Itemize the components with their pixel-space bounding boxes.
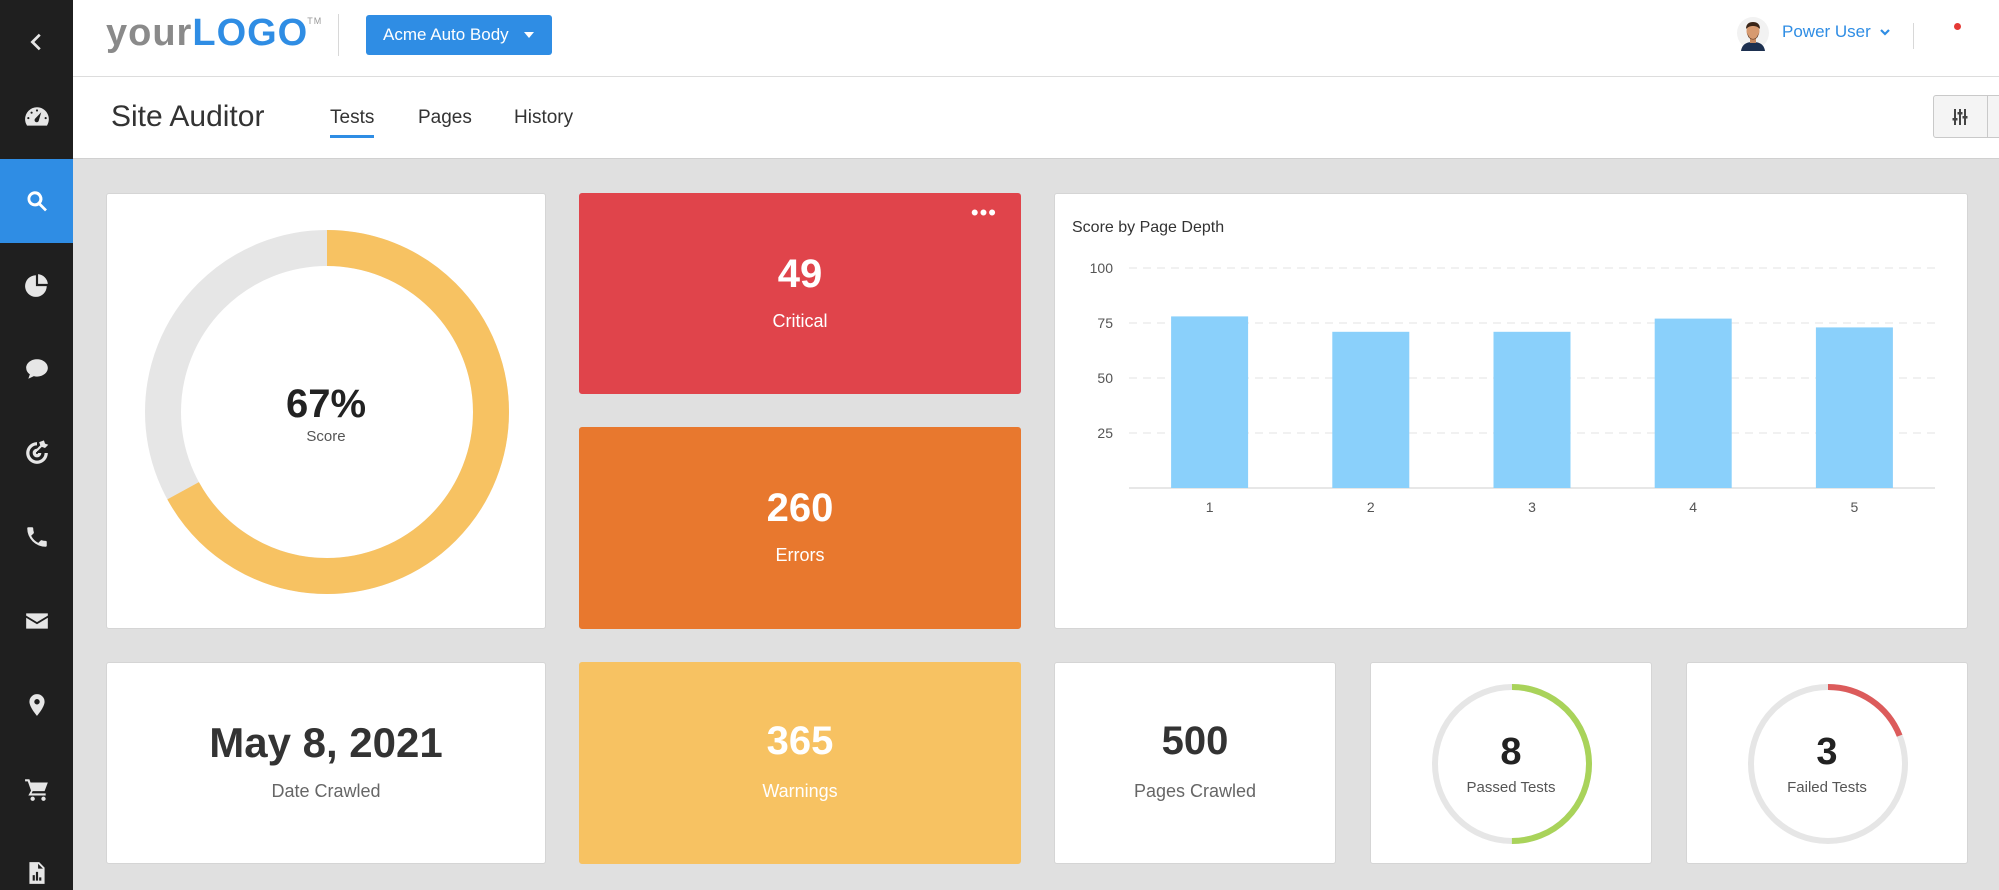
passed-arc: [1432, 684, 1592, 844]
bar-chart: 25 50 75 100 1 2 3 4 5: [1090, 260, 1935, 515]
location-icon: [28, 694, 45, 716]
failed-tests-label: Failed Tests: [1787, 779, 1867, 796]
bar-depth-5[interactable]: [1815, 327, 1893, 488]
sidebar-item-calls[interactable]: [0, 495, 73, 579]
critical-value: 49: [777, 252, 823, 296]
passed-tests-label: Passed Tests: [1466, 779, 1556, 796]
y-tick-label: 75: [1097, 315, 1113, 331]
settings-button[interactable]: [1934, 96, 1987, 137]
x-tick-label: 4: [1689, 499, 1697, 515]
back-icon: [29, 33, 41, 51]
failed-tests-card[interactable]: 3 Failed Tests: [1686, 662, 1968, 864]
back-button[interactable]: [0, 0, 73, 84]
header-divider: [338, 14, 339, 56]
sliders-icon: [1952, 108, 1968, 125]
score-donut: [145, 230, 509, 594]
user-name: Power User: [1782, 22, 1871, 41]
pages-crawled-label: Pages Crawled: [1133, 781, 1257, 801]
sidebar-item-reports[interactable]: [0, 243, 73, 327]
sidebar-item-search[interactable]: [0, 159, 73, 243]
failed-arc: [1748, 684, 1908, 844]
logo-text-your: your: [106, 12, 193, 54]
chevron-down-icon: [1880, 29, 1890, 36]
page-header: Site Auditor Tests Pages History: [73, 77, 1999, 159]
chart-title: Score by Page Depth: [1072, 219, 1225, 236]
tab-history[interactable]: History: [514, 107, 574, 128]
bar-depth-2[interactable]: [1332, 331, 1410, 488]
download-button[interactable]: [1986, 96, 1999, 137]
score-by-depth-card: Score by Page Depth 25 50 75 100 1 2 3 4 5: [1054, 193, 1968, 629]
tab-tests[interactable]: Tests: [330, 107, 375, 138]
page-title: Site Auditor: [111, 100, 265, 133]
warnings-label: Warnings: [762, 781, 838, 801]
search-icon: [26, 191, 47, 212]
dashboard-icon: [24, 107, 49, 126]
warnings-card[interactable]: 365 Warnings: [579, 662, 1021, 864]
sidebar-item-report-file[interactable]: [0, 831, 73, 890]
sidebar: [0, 0, 73, 890]
chat-icon: [25, 359, 48, 379]
score-card: 67% Score: [106, 193, 546, 629]
report-icon: [28, 862, 45, 884]
warnings-value: 365: [766, 719, 834, 763]
caret-down-icon: [524, 32, 534, 38]
x-tick-label: 2: [1367, 499, 1375, 515]
y-tick-label: 50: [1097, 370, 1113, 386]
date-crawled-value: May 8, 2021: [209, 719, 443, 766]
notification-badge: [1953, 22, 1962, 31]
mail-icon: [25, 613, 48, 629]
toolbar-group: [1933, 95, 1999, 138]
logo-trademark: TM: [307, 16, 323, 26]
sidebar-item-listings[interactable]: [0, 663, 73, 747]
sidebar-item-dashboard[interactable]: [0, 75, 73, 159]
errors-value: 260: [766, 486, 834, 530]
score-value: 67%: [285, 382, 367, 426]
score-label: Score: [306, 428, 346, 445]
critical-label: Critical: [772, 311, 828, 331]
passed-tests-ring: [1432, 684, 1592, 844]
sidebar-item-store[interactable]: [0, 747, 73, 831]
failed-tests-ring: [1748, 684, 1908, 844]
y-tick-label: 25: [1097, 425, 1113, 441]
logo[interactable]: yourLOGO TM: [106, 12, 321, 55]
sidebar-item-targeting[interactable]: [0, 411, 73, 495]
account-name: Acme Auto Body: [383, 25, 509, 44]
date-crawled-label: Date Crawled: [271, 781, 381, 801]
x-tick-label: 3: [1528, 499, 1536, 515]
header-divider-right: [1913, 23, 1914, 49]
x-tick-label: 1: [1206, 499, 1214, 515]
logo-text-brand: LOGO: [192, 12, 309, 54]
passed-tests-card[interactable]: 8 Passed Tests: [1370, 662, 1652, 864]
account-selector-button[interactable]: Acme Auto Body: [366, 15, 552, 55]
y-tick-label: 100: [1090, 260, 1114, 276]
critical-card[interactable]: ••• 49 Critical: [579, 193, 1021, 394]
pages-crawled-value: 500: [1161, 719, 1229, 763]
pages-crawled-card: 500 Pages Crawled: [1054, 662, 1336, 864]
errors-label: Errors: [775, 545, 825, 565]
bar-depth-1[interactable]: [1171, 316, 1249, 488]
phone-icon: [26, 527, 47, 547]
x-tick-label: 5: [1851, 499, 1859, 515]
user-menu[interactable]: Power User: [1782, 22, 1891, 42]
bar-depth-3[interactable]: [1493, 331, 1571, 488]
failed-tests-value: 3: [1816, 731, 1838, 773]
more-options-icon[interactable]: •••: [970, 200, 997, 225]
top-header: yourLOGO TM Acme Auto Body Power User: [73, 0, 1999, 77]
sidebar-item-chat[interactable]: [0, 327, 73, 411]
bar-depth-4[interactable]: [1654, 318, 1732, 488]
errors-card[interactable]: 260 Errors: [579, 427, 1021, 629]
date-crawled-card: May 8, 2021 Date Crawled: [106, 662, 546, 864]
target-icon: [25, 440, 48, 464]
tab-pages[interactable]: Pages: [418, 107, 472, 128]
passed-tests-value: 8: [1500, 731, 1522, 773]
score-arc: [145, 230, 509, 594]
sidebar-item-email[interactable]: [0, 579, 73, 663]
avatar[interactable]: [1737, 17, 1769, 51]
cart-icon: [24, 779, 48, 801]
pie-chart-icon: [24, 274, 48, 297]
